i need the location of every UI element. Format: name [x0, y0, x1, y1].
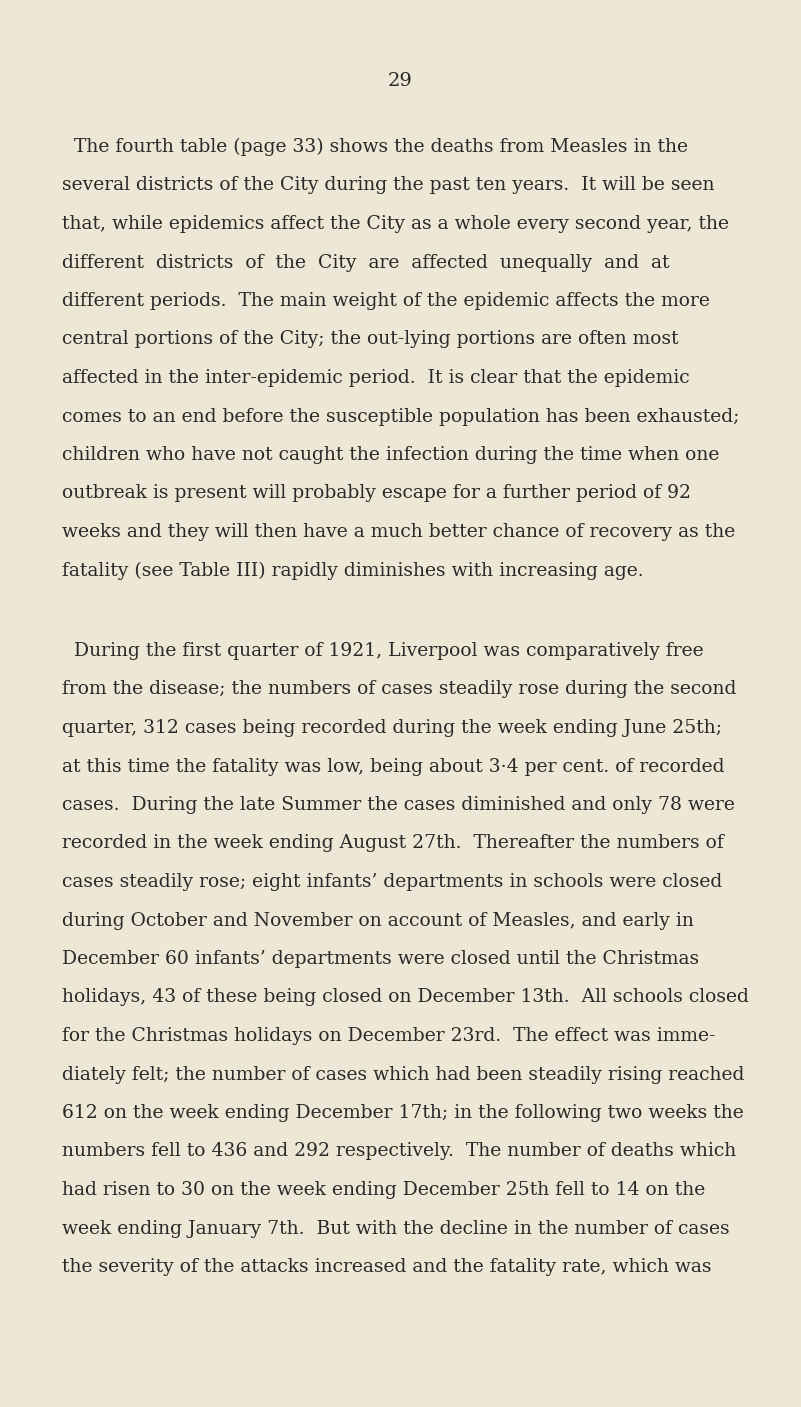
Text: several districts of the City during the past ten years.  It will be seen: several districts of the City during the…	[62, 176, 714, 194]
Text: recorded in the week ending August 27th.  Thereafter the numbers of: recorded in the week ending August 27th.…	[62, 834, 724, 853]
Text: diately felt; the number of cases which had been steadily rising reached: diately felt; the number of cases which …	[62, 1065, 744, 1083]
Text: central portions of the City; the out-lying portions are often most: central portions of the City; the out-ly…	[62, 331, 678, 349]
Text: that, while epidemics affect the City as a whole every second year, the: that, while epidemics affect the City as…	[62, 215, 729, 234]
Text: at this time the fatality was low, being about 3·4 per cent. of recorded: at this time the fatality was low, being…	[62, 757, 724, 775]
Text: had risen to 30 on the week ending December 25th fell to 14 on the: had risen to 30 on the week ending Decem…	[62, 1180, 705, 1199]
Text: different  districts  of  the  City  are  affected  unequally  and  at: different districts of the City are affe…	[62, 253, 670, 272]
Text: children who have not caught the infection during the time when one: children who have not caught the infecti…	[62, 446, 719, 464]
Text: holidays, 43 of these being closed on December 13th.  All schools closed: holidays, 43 of these being closed on De…	[62, 989, 749, 1006]
Text: numbers fell to 436 and 292 respectively.  The number of deaths which: numbers fell to 436 and 292 respectively…	[62, 1142, 736, 1161]
Text: quarter, 312 cases being recorded during the week ending June 25th;: quarter, 312 cases being recorded during…	[62, 719, 722, 737]
Text: the severity of the attacks increased and the fatality rate, which was: the severity of the attacks increased an…	[62, 1258, 711, 1276]
Text: weeks and they will then have a much better chance of recovery as the: weeks and they will then have a much bet…	[62, 523, 735, 542]
Text: from the disease; the numbers of cases steadily rose during the second: from the disease; the numbers of cases s…	[62, 681, 736, 698]
Text: The fourth table (page 33) shows the deaths from Measles in the: The fourth table (page 33) shows the dea…	[62, 138, 688, 156]
Text: 29: 29	[388, 72, 413, 90]
Text: 612 on the week ending December 17th; in the following two weeks the: 612 on the week ending December 17th; in…	[62, 1104, 744, 1121]
Text: week ending January 7th.  But with the decline in the number of cases: week ending January 7th. But with the de…	[62, 1220, 730, 1238]
Text: fatality (see Table III) rapidly diminishes with increasing age.: fatality (see Table III) rapidly diminis…	[62, 561, 644, 580]
Text: cases.  During the late Summer the cases diminished and only 78 were: cases. During the late Summer the cases …	[62, 796, 735, 815]
Text: December 60 infants’ departments were closed until the Christmas: December 60 infants’ departments were cl…	[62, 950, 699, 968]
Text: for the Christmas holidays on December 23rd.  The effect was imme-: for the Christmas holidays on December 2…	[62, 1027, 715, 1045]
Text: during October and November on account of Measles, and early in: during October and November on account o…	[62, 912, 694, 930]
Text: comes to an end before the susceptible population has been exhausted;: comes to an end before the susceptible p…	[62, 408, 739, 425]
Text: affected in the inter-epidemic period.  It is clear that the epidemic: affected in the inter-epidemic period. I…	[62, 369, 690, 387]
Text: cases steadily rose; eight infants’ departments in schools were closed: cases steadily rose; eight infants’ depa…	[62, 872, 723, 891]
Text: outbreak is present will probably escape for a further period of 92: outbreak is present will probably escape…	[62, 484, 691, 502]
Text: During the first quarter of 1921, Liverpool was comparatively free: During the first quarter of 1921, Liverp…	[62, 642, 703, 660]
Text: different periods.  The main weight of the epidemic affects the more: different periods. The main weight of th…	[62, 293, 710, 310]
